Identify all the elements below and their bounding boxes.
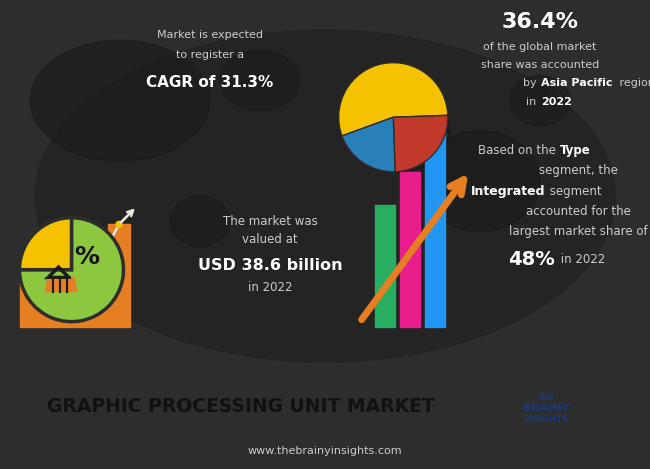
Text: 48%: 48% [508,250,555,269]
Ellipse shape [35,30,615,362]
Point [48,279,58,286]
Text: in 2022: in 2022 [557,253,605,266]
Text: to register a: to register a [176,50,244,61]
Text: largest market share of: largest market share of [509,225,647,238]
Bar [64,245,86,327]
Text: of the global market: of the global market [484,42,597,52]
Point [92,262,102,269]
Text: 2022: 2022 [541,97,572,106]
Bar [86,265,108,327]
Text: The market was: The market was [222,215,317,228]
Polygon shape [46,278,77,292]
Point [70,241,80,249]
Text: Asia Pacific: Asia Pacific [541,78,612,89]
Bar [108,224,130,327]
Wedge shape [339,63,448,136]
Bar [400,172,420,327]
Bar [42,282,64,327]
Text: INSIGHTS: INSIGHTS [524,415,568,424]
Bar [20,262,42,327]
Text: GRAPHIC PROCESSING UNIT MARKET: GRAPHIC PROCESSING UNIT MARKET [47,398,434,416]
Text: in 2022: in 2022 [248,281,292,294]
Ellipse shape [350,91,450,171]
Text: segment, the: segment, the [539,165,618,177]
Text: by: by [523,78,540,89]
Ellipse shape [220,50,300,111]
Ellipse shape [30,40,210,161]
Text: share was accounted: share was accounted [481,61,599,70]
Text: Market is expected: Market is expected [157,30,263,40]
Text: THE: THE [537,393,555,402]
Ellipse shape [420,131,540,231]
Text: accounted for the: accounted for the [526,205,630,218]
Point [26,258,36,265]
Text: www.thebrainyinsights.com: www.thebrainyinsights.com [248,446,402,456]
Text: Based on the: Based on the [478,144,560,158]
FancyArrowPatch shape [361,180,464,320]
Bar [375,205,395,327]
Wedge shape [20,218,124,322]
Text: segment: segment [546,185,602,197]
Text: Integrated: Integrated [471,185,545,197]
Wedge shape [393,115,448,172]
Text: 36.4%: 36.4% [502,12,578,32]
Text: BRAINY: BRAINY [523,403,569,413]
Text: in: in [526,97,540,106]
Text: region: region [616,78,650,89]
Ellipse shape [170,196,230,246]
Wedge shape [342,117,395,172]
Bar [425,128,445,327]
Ellipse shape [510,76,570,126]
Wedge shape [20,218,72,270]
Text: %: % [75,245,99,269]
Point [114,220,124,228]
Text: CAGR of 31.3%: CAGR of 31.3% [146,75,274,90]
Text: Type: Type [560,144,591,158]
Text: USD 38.6 billion: USD 38.6 billion [198,258,343,273]
Text: valued at: valued at [242,233,298,246]
